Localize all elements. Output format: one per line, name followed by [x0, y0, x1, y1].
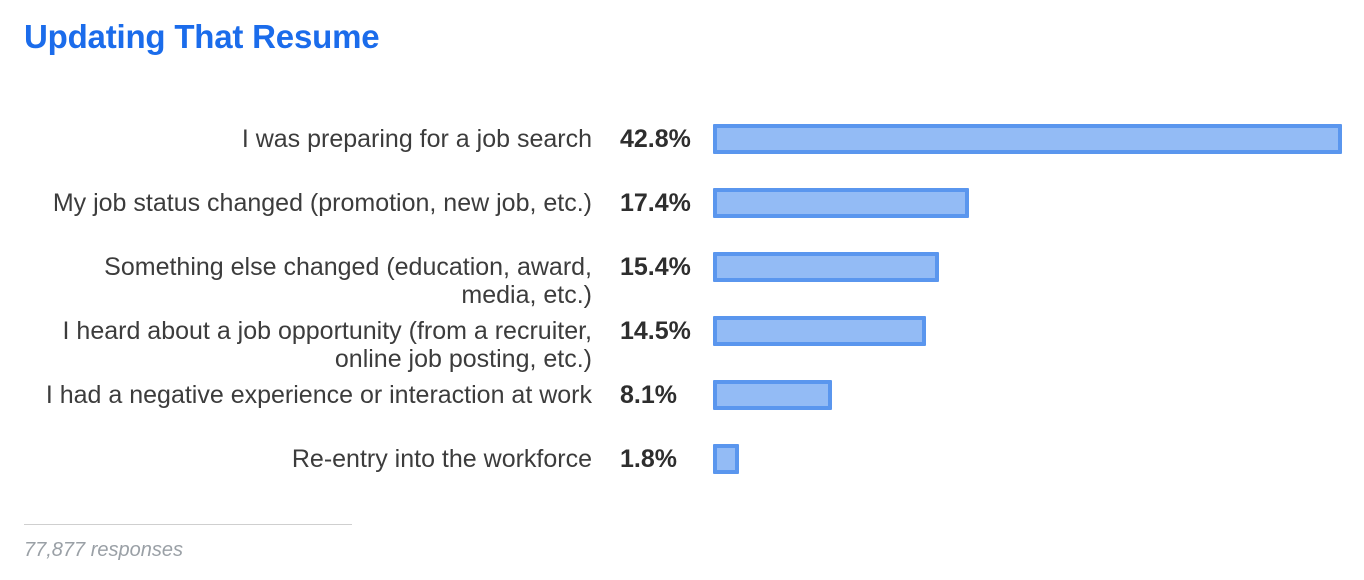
category-label: Something else changed (education, award…	[104, 253, 592, 309]
bar	[713, 124, 1342, 154]
bar-chart: I was preparing for a job search 42.8% M…	[0, 107, 1364, 491]
category-label: I heard about a job opportunity (from a …	[62, 317, 592, 373]
bar-row: Something else changed (education, award…	[0, 235, 1364, 309]
bar-row: I was preparing for a job search 42.8%	[0, 107, 1364, 171]
bar-row: My job status changed (promotion, new jo…	[0, 171, 1364, 235]
responses-count: 77,877 responses	[24, 539, 184, 561]
category-label: My job status changed (promotion, new jo…	[52, 189, 592, 217]
bar-track	[713, 107, 1342, 154]
value-label: 15.4%	[620, 253, 691, 281]
bar	[713, 252, 940, 282]
bar-track	[713, 299, 1342, 346]
page-title: Updating That Resume	[24, 18, 380, 55]
bar	[713, 380, 833, 410]
bar-track	[713, 235, 1342, 282]
value-label: 1.8%	[620, 445, 677, 473]
bar-track	[713, 363, 1342, 410]
category-label: I had a negative experience or interacti…	[45, 381, 592, 409]
bar-row: I heard about a job opportunity (from a …	[0, 299, 1364, 373]
value-label: 8.1%	[620, 381, 677, 409]
value-label: 17.4%	[620, 189, 691, 217]
bar	[713, 444, 740, 474]
footer-divider	[24, 524, 352, 525]
category-label: Re-entry into the workforce	[291, 445, 592, 473]
bar-track	[713, 171, 1342, 218]
bar	[713, 188, 969, 218]
bar-row: Re-entry into the workforce 1.8%	[0, 427, 1364, 491]
value-label: 14.5%	[620, 317, 691, 345]
bar-track	[713, 427, 1342, 474]
bar-row: I had a negative experience or interacti…	[0, 363, 1364, 427]
bar	[713, 316, 927, 346]
category-label: I was preparing for a job search	[241, 125, 592, 153]
value-label: 42.8%	[620, 125, 691, 153]
